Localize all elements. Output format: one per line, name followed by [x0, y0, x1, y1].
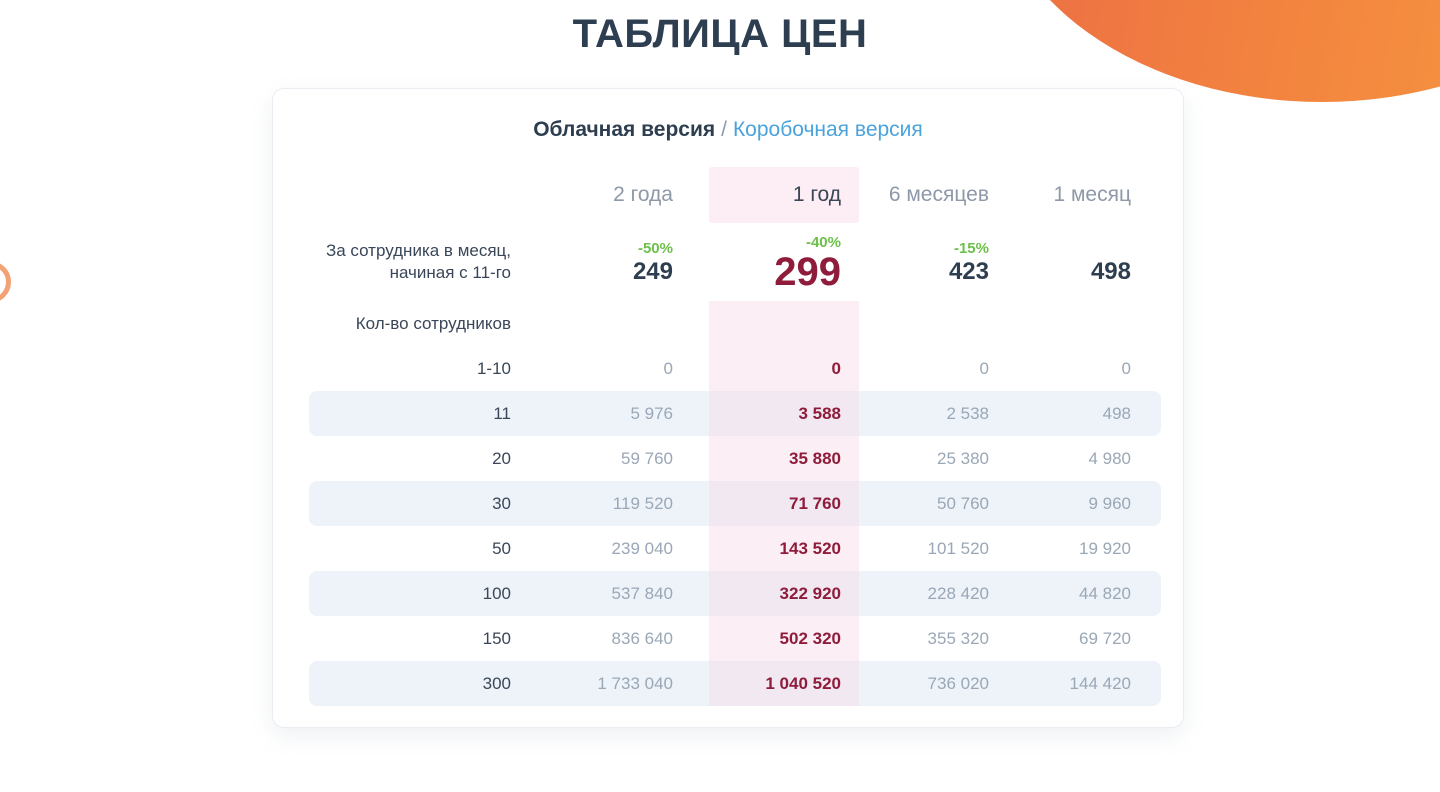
price-1-month: 19 920	[1079, 538, 1131, 558]
price-2-years: 5 976	[630, 403, 673, 423]
price-6-months: 50 760	[937, 493, 989, 513]
page-title: ТАБЛИЦА ЦЕН	[572, 12, 868, 56]
price-1-month: 4 980	[1088, 448, 1131, 468]
price-value: 423	[948, 257, 989, 285]
price-2-years: 537 840	[611, 583, 673, 603]
price-2-years: 1 733 040	[597, 673, 673, 693]
price-6-months: 736 020	[927, 673, 989, 693]
table-row: 1-10 0 0 0 0	[309, 346, 1161, 391]
employee-count: 300	[482, 673, 511, 693]
price-2-years: 836 640	[611, 628, 673, 648]
pricing-card: Облачная версия / Коробочная версия 2 года…	[272, 88, 1184, 728]
price-cell-1-year: -40% 299	[709, 223, 859, 301]
employee-count: 100	[482, 583, 511, 603]
price-2-years: 119 520	[612, 493, 673, 513]
price-1-year: 502 320	[709, 616, 859, 661]
price-1-year: 143 520	[709, 526, 859, 571]
price-value-highlighted: 299	[774, 249, 841, 294]
price-1-year: 322 920	[709, 571, 859, 616]
price-1-month: 144 420	[1069, 673, 1131, 693]
price-6-months: 25 380	[937, 448, 989, 468]
period-header-row: 2 года 1 год 6 месяцев 1 месяц	[309, 167, 1161, 223]
table-row: 150 836 640 502 320 355 320 69 720	[309, 616, 1161, 661]
per-employee-label: За сотрудника в месяц, начиная с 11-го	[325, 241, 511, 282]
price-2-years: 59 760	[621, 448, 673, 468]
price-value: 249	[632, 257, 673, 285]
price-1-year: 0	[709, 346, 859, 391]
pricing-table: 2 года 1 год 6 месяцев 1 месяц За сотруд…	[309, 167, 1161, 706]
discount-badge: -50%	[637, 239, 673, 257]
price-1-month: 69 720	[1079, 628, 1131, 648]
price-1-month: 44 820	[1079, 583, 1131, 603]
price-cell-6-months: -15% 423	[859, 223, 1011, 301]
price-1-year: 35 880	[709, 436, 859, 481]
employee-count: 11	[493, 403, 511, 423]
price-2-years: 239 040	[611, 538, 673, 558]
price-1-year: 3 588	[709, 391, 859, 436]
period-header-1-year[interactable]: 1 год	[709, 167, 859, 223]
period-header-2-years[interactable]: 2 года	[613, 183, 673, 206]
price-6-months: 0	[979, 358, 989, 378]
price-1-year: 71 760	[709, 481, 859, 526]
employee-count-header-row: Кол-во сотрудников	[309, 301, 1161, 346]
table-row: 11 5 976 3 588 2 538 498	[309, 391, 1161, 436]
price-6-months: 355 320	[927, 628, 989, 648]
table-row: 20 59 760 35 880 25 380 4 980	[309, 436, 1161, 481]
price-1-month: 9 960	[1088, 493, 1131, 513]
price-6-months: 228 420	[927, 583, 989, 603]
highlight-column-cell	[709, 301, 859, 346]
price-2-years: 0	[663, 358, 673, 378]
price-cell-2-years: -50% 249	[531, 223, 709, 301]
price-value: 498	[1090, 257, 1131, 285]
price-1-month: 0	[1121, 358, 1131, 378]
price-cell-1-month: 498	[1011, 223, 1161, 301]
table-row: 100 537 840 322 920 228 420 44 820	[309, 571, 1161, 616]
period-header-1-month[interactable]: 1 месяц	[1053, 183, 1131, 206]
tab-box-version[interactable]: Коробочная версия	[732, 118, 923, 141]
employee-count: 50	[492, 538, 511, 558]
tab-separator: /	[721, 118, 727, 141]
price-6-months: 101 520	[927, 538, 989, 558]
price-rows-container: 1-10 0 0 0 0 11 5 976 3 588 2 538 498 20…	[309, 346, 1161, 706]
version-tabs: Облачная версия / Коробочная версия	[273, 118, 1183, 142]
employee-count: 150	[482, 628, 511, 648]
employee-count-label: Кол-во сотрудников	[355, 313, 511, 333]
header-spacer	[309, 167, 531, 223]
price-6-months: 2 538	[946, 403, 989, 423]
table-row: 50 239 040 143 520 101 520 19 920	[309, 526, 1161, 571]
employee-count: 30	[492, 493, 511, 513]
employee-count: 1-10	[476, 358, 511, 378]
employee-count: 20	[492, 448, 511, 468]
tab-cloud-version[interactable]: Облачная версия	[533, 118, 716, 141]
table-row: 30 119 520 71 760 50 760 9 960	[309, 481, 1161, 526]
discount-badge: -15%	[953, 239, 989, 257]
price-1-month: 498	[1102, 403, 1131, 423]
left-ring-decoration	[0, 261, 11, 303]
discount-badge: -40%	[805, 233, 841, 251]
per-employee-price-row: За сотрудника в месяц, начиная с 11-го -…	[309, 223, 1161, 301]
price-1-year: 1 040 520	[709, 661, 859, 706]
period-header-6-months[interactable]: 6 месяцев	[888, 183, 989, 206]
table-row: 300 1 733 040 1 040 520 736 020 144 420	[309, 661, 1161, 706]
